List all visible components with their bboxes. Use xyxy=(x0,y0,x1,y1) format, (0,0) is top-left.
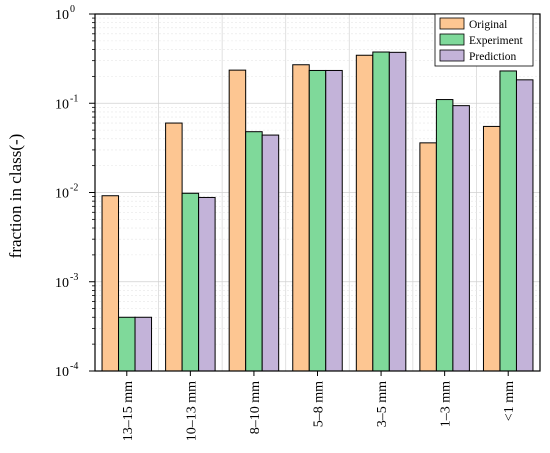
bar xyxy=(292,64,310,372)
bar xyxy=(419,142,437,372)
bar xyxy=(355,54,374,372)
x-tick-label: 13–15 mm xyxy=(121,381,136,441)
y-tick-exponent: 0 xyxy=(70,4,75,15)
bar xyxy=(499,70,517,372)
bar xyxy=(325,69,343,372)
bar xyxy=(198,196,216,372)
legend: Original Experiment Prediction xyxy=(434,13,534,67)
y-tick-label: 10 xyxy=(55,365,69,380)
bar xyxy=(515,79,534,372)
legend-label: Original xyxy=(469,19,507,31)
y-tick-label: 10 xyxy=(55,276,69,291)
bar xyxy=(181,192,200,372)
legend-swatch xyxy=(439,17,465,30)
legend-label: Prediction xyxy=(469,51,517,63)
y-tick-exponent: -4 xyxy=(70,361,78,372)
legend-label: Experiment xyxy=(469,35,523,47)
y-tick-exponent: -1 xyxy=(70,93,78,104)
bar xyxy=(388,51,407,372)
bar xyxy=(228,69,247,372)
x-tick-label: 5–8 mm xyxy=(312,381,327,427)
y-tick-label: 10 xyxy=(55,8,69,23)
x-tick-label: 8–10 mm xyxy=(248,381,263,434)
bar xyxy=(261,134,280,372)
x-tick-label: 10–13 mm xyxy=(184,381,199,441)
bar xyxy=(165,122,183,372)
legend-swatch xyxy=(439,49,465,62)
bar xyxy=(101,195,120,372)
x-tick-label: 1–3 mm xyxy=(439,381,454,427)
bar xyxy=(435,99,454,372)
y-tick-label: 10 xyxy=(55,97,69,112)
x-axis-ticks: 13–15 mm 10–13 mm 8–10 mm 5–8 mm 3–5 mm 1–3 m… xyxy=(121,371,517,441)
x-tick-label: 3–5 mm xyxy=(375,381,390,427)
bar xyxy=(372,51,390,372)
bars xyxy=(101,51,534,372)
y-tick-label: 10 xyxy=(55,187,69,202)
bar xyxy=(482,125,501,372)
y-tick-exponent: -3 xyxy=(70,272,78,283)
bar xyxy=(118,316,136,372)
legend-swatch xyxy=(439,33,465,46)
bar xyxy=(308,69,327,372)
bar xyxy=(134,316,153,372)
y-tick-exponent: -2 xyxy=(70,183,78,194)
y-axis-label: fraction in class(-) xyxy=(6,134,25,259)
x-tick-label: <1 mm xyxy=(502,381,517,421)
bar xyxy=(452,105,470,372)
bar xyxy=(245,131,263,372)
